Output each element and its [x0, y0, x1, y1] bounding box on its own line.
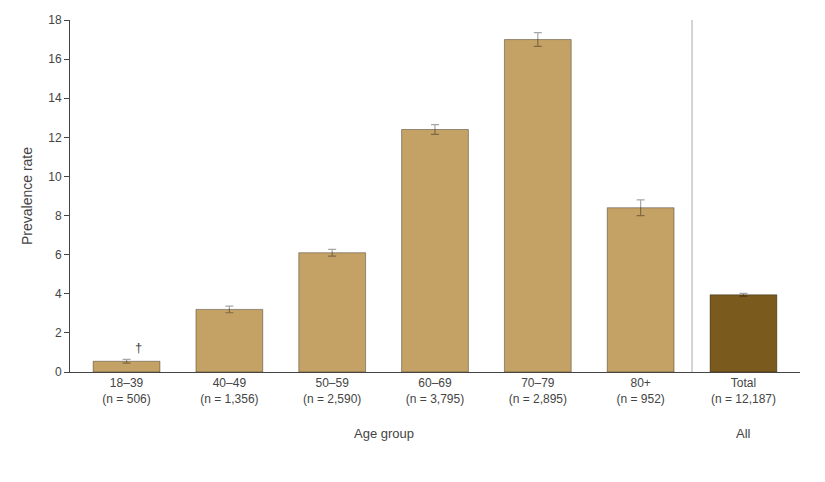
svg-text:6: 6: [55, 248, 62, 262]
svg-text:2: 2: [55, 326, 62, 340]
svg-text:16: 16: [48, 52, 62, 66]
svg-text:80+(n = 952): 80+(n = 952): [616, 376, 664, 406]
svg-text:18: 18: [48, 13, 62, 27]
svg-text:12: 12: [48, 131, 62, 145]
svg-text:Age group: Age group: [354, 426, 414, 441]
svg-text:†: †: [135, 340, 142, 355]
svg-text:14: 14: [48, 91, 62, 105]
svg-text:8: 8: [55, 209, 62, 223]
svg-text:70–79(n = 2,895): 70–79(n = 2,895): [509, 376, 567, 406]
svg-text:10: 10: [48, 170, 62, 184]
svg-text:All: All: [736, 426, 751, 441]
svg-text:50–59(n = 2,590): 50–59(n = 2,590): [303, 376, 361, 406]
svg-text:Prevalence rate: Prevalence rate: [19, 147, 35, 245]
svg-text:4: 4: [55, 287, 62, 301]
svg-text:40–49(n = 1,356): 40–49(n = 1,356): [200, 376, 258, 406]
svg-text:18–39(n = 506): 18–39(n = 506): [102, 376, 150, 406]
svg-text:0: 0: [55, 365, 62, 379]
svg-text:60–69(n = 3,795): 60–69(n = 3,795): [406, 376, 464, 406]
svg-text:Total(n = 12,187): Total(n = 12,187): [711, 376, 776, 406]
